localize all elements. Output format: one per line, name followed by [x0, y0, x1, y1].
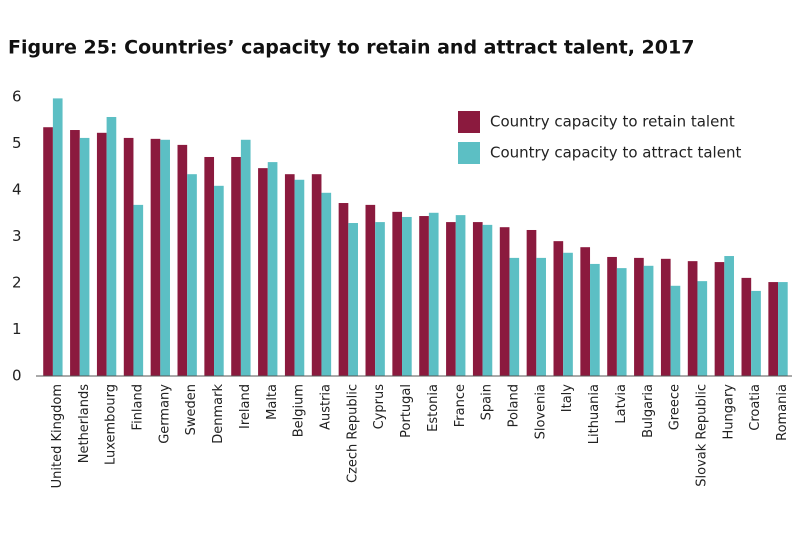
bar [536, 257, 546, 376]
x-tick-label: France [453, 384, 468, 427]
bar [778, 282, 788, 376]
bar [482, 224, 493, 376]
x-tick-label: Bulgaria [641, 384, 656, 438]
bar [590, 263, 600, 376]
bar [284, 174, 295, 376]
y-tick-label: 3 [12, 227, 22, 245]
bar [402, 216, 412, 376]
bar [741, 277, 752, 376]
bar [616, 268, 627, 376]
x-tick-label: Sweden [184, 384, 199, 435]
bar [446, 222, 456, 376]
legend-swatch [458, 142, 480, 164]
bar [231, 156, 241, 376]
bar [321, 192, 332, 376]
bar [43, 127, 53, 376]
bar [751, 290, 761, 376]
x-tick-label: Italy [560, 384, 575, 413]
chart-title: Figure 25: Countries’ capacity to retain… [8, 37, 694, 59]
x-tick-label: Austria [319, 384, 334, 430]
legend-label: Country capacity to retain talent [490, 113, 735, 131]
bar [187, 174, 197, 376]
bar [240, 139, 251, 376]
y-tick-label: 2 [12, 274, 22, 292]
bar [160, 139, 170, 376]
bar [348, 223, 358, 376]
bar [563, 252, 573, 376]
bar [660, 258, 671, 376]
x-tick-label: United Kingdom [50, 384, 65, 488]
bar [375, 222, 385, 376]
x-tick-label: Cyprus [372, 384, 387, 430]
x-tick-label: Poland [507, 384, 522, 427]
x-tick-label: Spain [480, 384, 495, 420]
legend-label: Country capacity to attract talent [490, 144, 741, 162]
bar [258, 168, 268, 376]
bar [768, 282, 779, 376]
x-tick-label: Latvia [614, 384, 629, 424]
bar [214, 185, 224, 376]
bar [455, 215, 466, 376]
bar [177, 144, 188, 376]
x-tick-label: Luxembourg [104, 384, 119, 465]
bar [419, 216, 429, 376]
x-tick-label: Estonia [426, 384, 441, 432]
x-tick-label: Portugal [399, 384, 414, 438]
bar [311, 174, 322, 376]
bar [267, 162, 278, 376]
x-tick-label: Malta [265, 384, 280, 420]
x-tick-label: Hungary [721, 384, 736, 440]
bar [526, 229, 537, 376]
bar [428, 212, 439, 376]
bar [687, 261, 698, 376]
bar [392, 211, 403, 376]
legend-swatch [458, 111, 480, 133]
bar [123, 137, 134, 376]
x-tick-label: Germany [157, 384, 172, 444]
x-tick-label: Netherlands [77, 384, 92, 463]
bar [634, 257, 644, 376]
bar [670, 285, 681, 376]
bar [714, 262, 725, 376]
bar [509, 257, 520, 376]
y-tick-label: 6 [12, 88, 22, 106]
x-tick-label: Greece [668, 384, 683, 430]
bar [294, 179, 305, 376]
y-tick-label: 4 [12, 181, 22, 199]
y-tick-label: 1 [12, 320, 22, 338]
x-tick-label: Croatia [748, 384, 763, 431]
x-tick-label: Slovenia [533, 384, 548, 439]
bar [643, 265, 654, 376]
bar [52, 98, 63, 377]
bar [472, 222, 483, 376]
x-tick-label: Belgium [292, 384, 307, 437]
x-tick-label: Ireland [238, 384, 253, 429]
x-tick-label: Finland [131, 384, 146, 430]
x-tick-label: Czech Republic [345, 384, 360, 483]
y-tick-label: 5 [12, 134, 22, 152]
x-tick-label: Lithuania [587, 384, 602, 444]
bar [580, 247, 591, 376]
bar [499, 227, 510, 376]
bar [607, 256, 617, 376]
bar [553, 241, 564, 376]
bar [365, 204, 376, 376]
bar [697, 281, 708, 376]
bar [70, 130, 80, 376]
bar [106, 116, 117, 377]
bar [79, 137, 90, 376]
bar [338, 203, 349, 376]
y-tick-label: 0 [12, 367, 22, 385]
bar [96, 132, 107, 376]
bar [150, 138, 161, 376]
bar [724, 256, 734, 376]
x-tick-label: Slovak Republic [695, 384, 710, 487]
x-tick-label: Romania [775, 384, 790, 441]
bar [133, 204, 144, 376]
x-tick-label: Denmark [211, 384, 226, 444]
bar [204, 156, 215, 376]
